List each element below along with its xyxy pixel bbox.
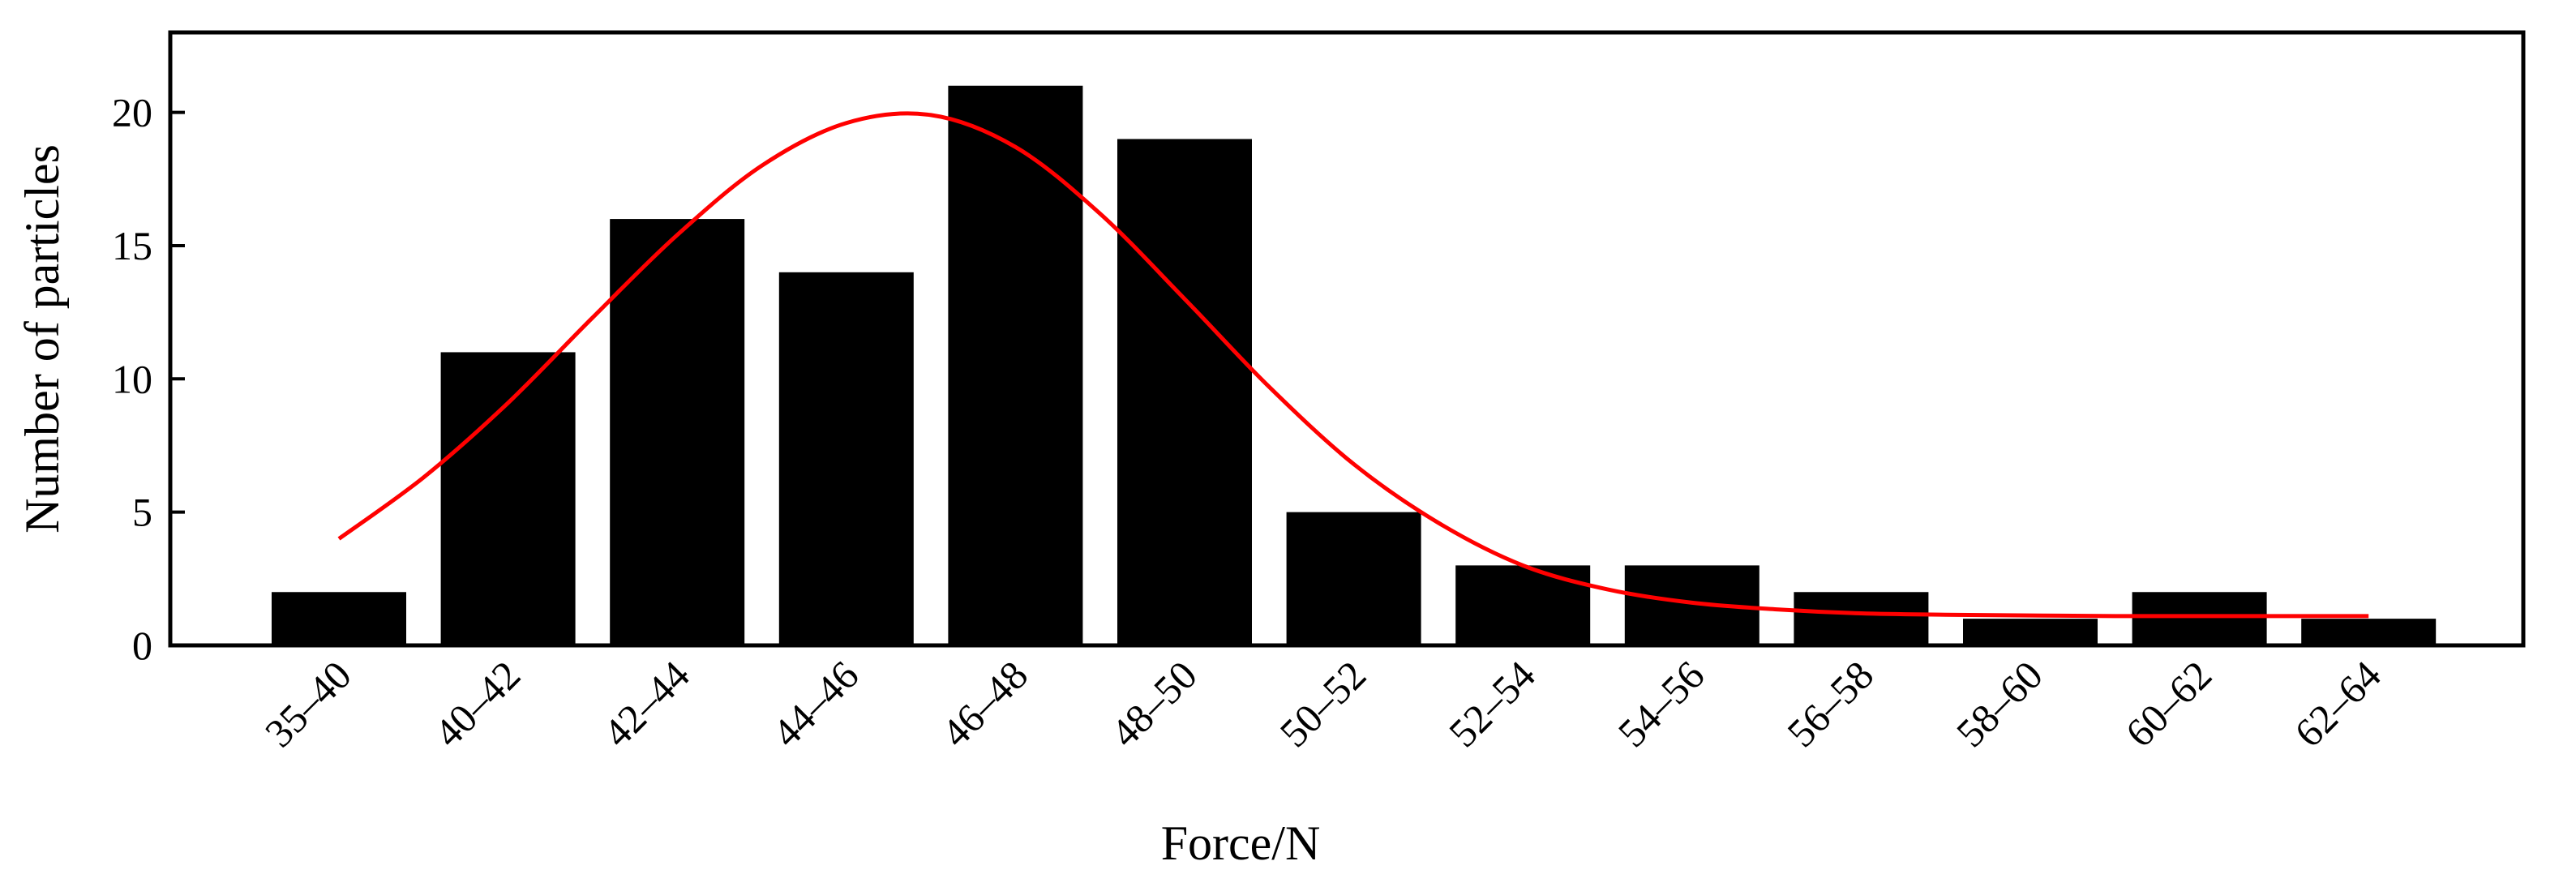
x-tick-label: 60–62 [2116, 652, 2220, 756]
y-tick-label: 10 [112, 356, 152, 401]
y-tick-label: 0 [132, 623, 152, 668]
x-tick-label: 35–40 [256, 652, 360, 756]
bar-58–60 [1963, 619, 2098, 645]
bar-46–48 [948, 85, 1083, 645]
x-tick-label: 50–52 [1271, 652, 1374, 756]
x-tick-label: 58–60 [1948, 652, 2051, 756]
x-tick-label: 40–42 [425, 652, 529, 756]
x-tick-label: 48–50 [1102, 652, 1206, 756]
bar-56–58 [1794, 592, 1929, 645]
bar-52–54 [1455, 565, 1591, 645]
bar-40–42 [440, 352, 576, 645]
y-axis: 0 5 10 15 20 [112, 90, 185, 668]
x-tick-label: 54–56 [1609, 652, 1713, 756]
bar-48–50 [1117, 139, 1252, 645]
x-tick-label: 42–44 [594, 652, 698, 756]
bars-group [272, 85, 2437, 646]
y-axis-title: Number of particles [15, 144, 69, 533]
y-tick-label: 20 [112, 90, 152, 135]
x-tick-label: 44–46 [764, 652, 868, 756]
x-tick-label: 56–58 [1778, 652, 1882, 756]
bar-35–40 [272, 592, 406, 645]
x-axis: 35–40 40–42 42–44 44–46 46–48 48–50 50–52 52–54… [256, 652, 2390, 756]
x-tick-label: 62–64 [2286, 652, 2390, 756]
bar-60–62 [2132, 592, 2267, 645]
y-tick-label: 15 [112, 223, 152, 268]
bar-50–52 [1286, 512, 1421, 645]
x-axis-title: Force/N [1161, 816, 1321, 870]
bar-62–64 [2301, 619, 2437, 645]
y-tick-label: 5 [132, 490, 152, 535]
x-tick-label: 46–48 [932, 652, 1036, 756]
plot-frame [168, 30, 2526, 648]
fit-curve-line [337, 111, 2369, 619]
bar-44–46 [778, 272, 914, 645]
bar-42–44 [610, 219, 745, 646]
x-tick-label: 52–54 [1440, 652, 1544, 756]
